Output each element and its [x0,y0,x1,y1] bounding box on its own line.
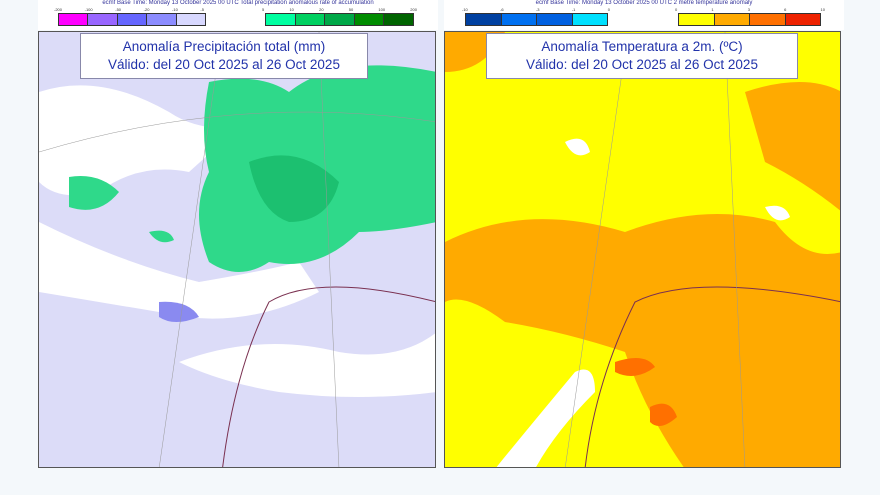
colorbar-tick-label: 200 [410,7,417,12]
precip-valid-dates: Válido: del 20 Oct 2025 al 26 Oct 2025 [108,57,340,72]
colorbar-tick-label: -50 [115,7,122,12]
colorbar-swatch [572,14,607,25]
colorbar-tick-label: -5 [200,7,204,12]
colorbar-swatch [714,14,750,25]
colorbar-tick-label: -10 [462,7,468,12]
colorbar-tick-label: 10 [820,7,825,12]
colorbar-tick-label: 20 [319,7,324,12]
temp-map-title: Anomalía Temperatura a 2m. (ºC) Válido: … [486,33,798,79]
precip-base-time: ecmf Base Time: Monday 13 October 2025 0… [102,0,374,6]
colorbar-swatch [537,14,573,25]
colorbar-swatch [59,14,89,25]
colorbar-tick-label: -200 [54,7,63,12]
colorbar-swatch [354,14,385,25]
colorbar-tick-label: 100 [378,7,386,12]
colorbar-swatch [176,14,206,25]
precip-positive-colorbar [265,13,414,26]
colorbar-tick-label: 3 [747,7,750,12]
precip-neg-ticks: -200 -100 -50 -20 -10 -5 [54,7,204,12]
colorbar-tick-label: 1 [711,7,714,12]
colorbar-swatch [117,14,148,25]
temp-neg-ticks: -10 -6 -3 -1 0 [462,7,610,12]
colorbar-tick-label: 5 [262,7,265,12]
precip-map-title: Anomalía Precipitación total (mm) Válido… [80,33,368,79]
colorbar-tick-label: 50 [348,7,354,12]
colorbar-swatch [466,14,502,25]
colorbar-tick-label: 6 [784,7,787,12]
temp-negative-colorbar [465,13,608,26]
colorbar-swatch [325,14,355,25]
colorbar-swatch [147,14,177,25]
temperature-anomaly-map: Anomalía Temperatura a 2m. (ºC) Válido: … [444,31,841,468]
precip-anomaly-map: Anomalía Precipitación total (mm) Válido… [38,31,436,468]
temp-title-text: Anomalía Temperatura a 2m. (ºC) [541,39,743,54]
colorbar-swatch [384,14,413,25]
temp-pos-ticks: 0 1 3 6 10 [675,7,825,12]
precip-negative-colorbar [58,13,206,26]
colorbar-tick-label: -20 [143,7,150,12]
precip-title-text: Anomalía Precipitación total (mm) [122,39,326,54]
colorbar-swatch [88,14,118,25]
colorbar-swatch [785,14,820,25]
colorbar-tick-label: 0 [607,7,610,12]
temp-map-shapes [445,32,840,467]
colorbar-swatch [501,14,537,25]
colorbar-tick-label: 10 [289,7,294,12]
colorbar-tick-label: -6 [500,7,504,12]
colorbar-tick-label: -3 [535,7,540,12]
colorbar-swatch [295,14,326,25]
precip-pos-ticks: 5 10 20 50 100 200 [262,7,417,12]
colorbar-swatch [679,14,715,25]
colorbar-swatch [750,14,786,25]
colorbar-swatch [266,14,296,25]
temp-base-time: ecmf Base Time: Monday 13 October 2025 0… [535,0,753,6]
colorbar-tick-label: 0 [675,7,678,12]
colorbar-tick-label: -100 [84,7,93,12]
temp-valid-dates: Válido: del 20 Oct 2025 al 26 Oct 2025 [526,57,758,72]
precip-map-shapes [39,32,435,467]
temp-positive-colorbar [678,13,821,26]
colorbar-tick-label: -1 [571,7,576,12]
colorbar-tick-label: -10 [172,7,178,12]
